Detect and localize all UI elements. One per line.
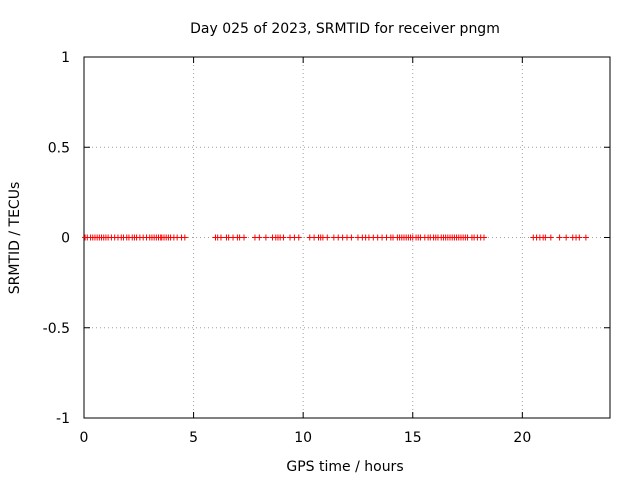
data-point [542,234,549,241]
data-point [262,234,269,241]
axis-ticks: 0 5 10 15 20 -1 -0.5 0 0.5 1 [43,50,610,446]
data-point [324,234,331,241]
data-point [280,234,287,241]
data-point [582,234,589,241]
data-point [295,234,302,241]
y-axis-label: SRMTID / TECUs [7,182,23,295]
data-point [348,234,355,241]
data-point [217,234,224,241]
x-tick-label: 5 [189,430,198,446]
y-tick-label: 0.5 [48,140,70,156]
x-axis-label: GPS time / hours [286,459,403,475]
y-tick-label: -0.5 [43,321,70,337]
data-point [181,234,188,241]
data-point [547,234,554,241]
data-point [480,234,487,241]
chart-title: Day 025 of 2023, SRMTID for receiver png… [190,21,500,37]
x-tick-label: 20 [513,430,531,446]
data-point [576,234,583,241]
data-point [556,234,563,241]
data-points [82,234,589,241]
data-point [240,234,247,241]
y-tick-label: -1 [56,411,70,427]
x-tick-label: 15 [404,430,422,446]
y-tick-label: 1 [61,50,70,66]
data-point [256,234,263,241]
data-point [563,234,570,241]
x-tick-label: 10 [294,430,312,446]
x-tick-label: 0 [80,430,89,446]
y-tick-label: 0 [61,231,70,247]
